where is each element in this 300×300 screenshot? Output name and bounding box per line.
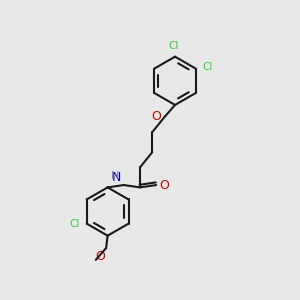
Text: Cl: Cl	[168, 41, 179, 51]
Text: Cl: Cl	[202, 62, 213, 72]
Text: N: N	[112, 171, 122, 184]
Text: H: H	[111, 171, 119, 181]
Text: O: O	[160, 178, 170, 191]
Text: O: O	[151, 110, 161, 123]
Text: Cl: Cl	[70, 219, 80, 229]
Text: O: O	[96, 250, 106, 263]
